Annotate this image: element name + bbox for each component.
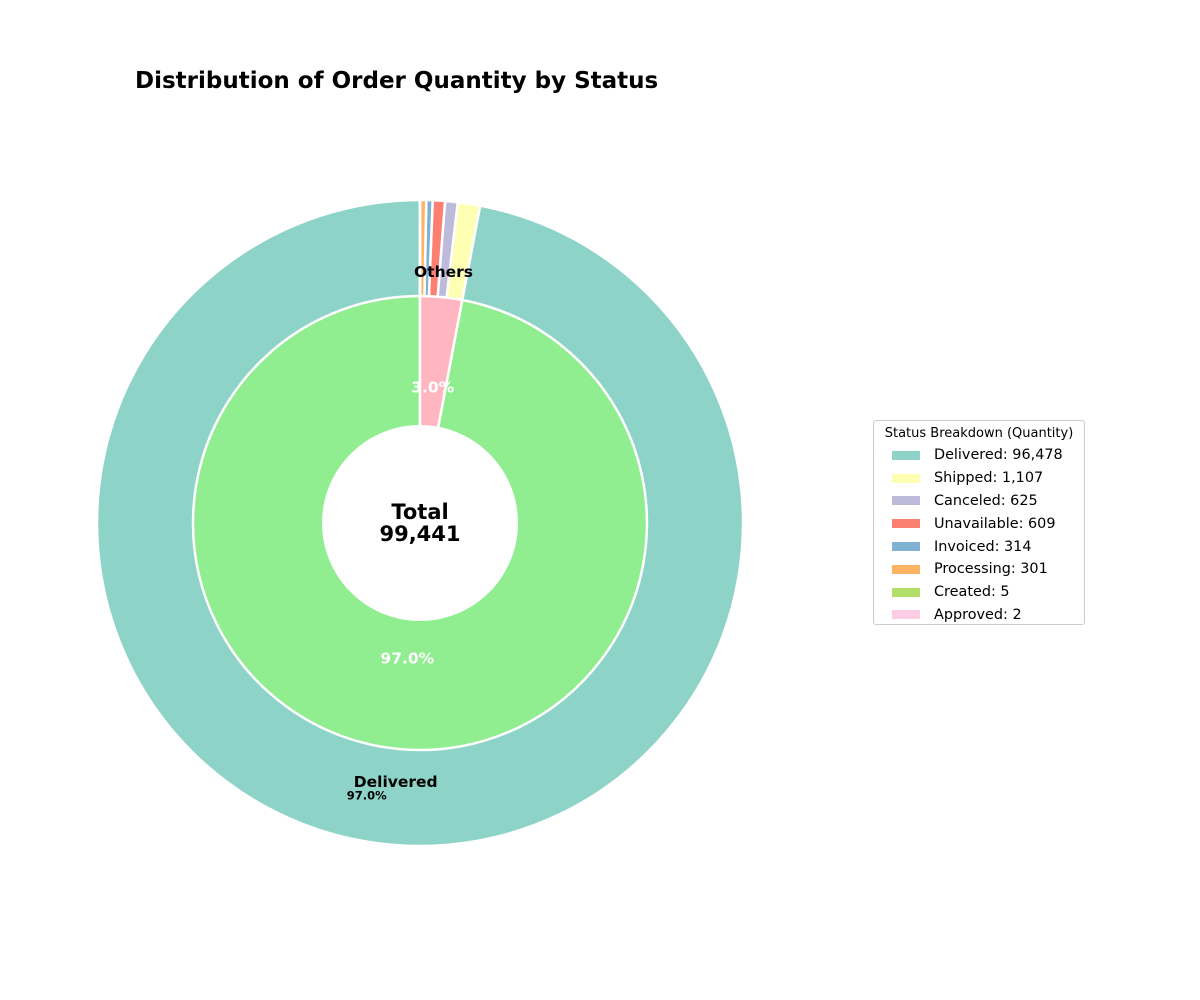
- legend-label: Created: 5: [934, 584, 1010, 601]
- legend-entry-approved: Approved: 2: [874, 604, 1084, 627]
- legend-label: Canceled: 625: [934, 492, 1038, 509]
- outer-label-delivered: Delivered: [354, 773, 438, 791]
- legend-label: Processing: 301: [934, 561, 1048, 578]
- legend-entry-created: Created: 5: [874, 581, 1084, 604]
- outer-percent-delivered: 97.0%: [347, 789, 387, 803]
- inner-percent-delivered: 97.0%: [380, 650, 434, 668]
- legend-swatch: [892, 496, 920, 506]
- chart-title: Distribution of Order Quantity by Status: [135, 68, 659, 94]
- center-total-label: Total: [391, 500, 448, 524]
- legend-swatch: [892, 610, 920, 620]
- legend-swatch: [892, 587, 920, 597]
- legend-label: Unavailable: 609: [934, 515, 1056, 532]
- legend-label: Shipped: 1,107: [934, 470, 1044, 487]
- legend-swatch: [892, 473, 920, 483]
- legend-swatch: [892, 564, 920, 574]
- legend-entry-canceled: Canceled: 625: [874, 490, 1084, 513]
- legend-entry-processing: Processing: 301: [874, 558, 1084, 581]
- legend-entry-shipped: Shipped: 1,107: [874, 467, 1084, 490]
- legend-label: Invoiced: 314: [934, 538, 1032, 555]
- legend-swatch: [892, 450, 920, 460]
- legend-title: Status Breakdown (Quantity): [884, 426, 1074, 441]
- legend-entries: Delivered: 96,478 Shipped: 1,107 Canceled:…: [874, 444, 1084, 626]
- legend-entry-delivered: Delivered: 96,478: [874, 444, 1084, 467]
- legend: Status Breakdown (Quantity) Delivered: 9…: [873, 420, 1085, 625]
- legend-swatch: [892, 542, 920, 552]
- inner-label-others: Others: [414, 263, 473, 281]
- center-hole: [322, 425, 518, 621]
- legend-swatch: [892, 519, 920, 529]
- center-total-value: 99,441: [379, 522, 460, 546]
- legend-entry-unavailable: Unavailable: 609: [874, 512, 1084, 535]
- legend-label: Approved: 2: [934, 606, 1022, 623]
- legend-label: Delivered: 96,478: [934, 447, 1063, 464]
- legend-entry-invoiced: Invoiced: 314: [874, 535, 1084, 558]
- inner-percent-others: 3.0%: [411, 378, 454, 396]
